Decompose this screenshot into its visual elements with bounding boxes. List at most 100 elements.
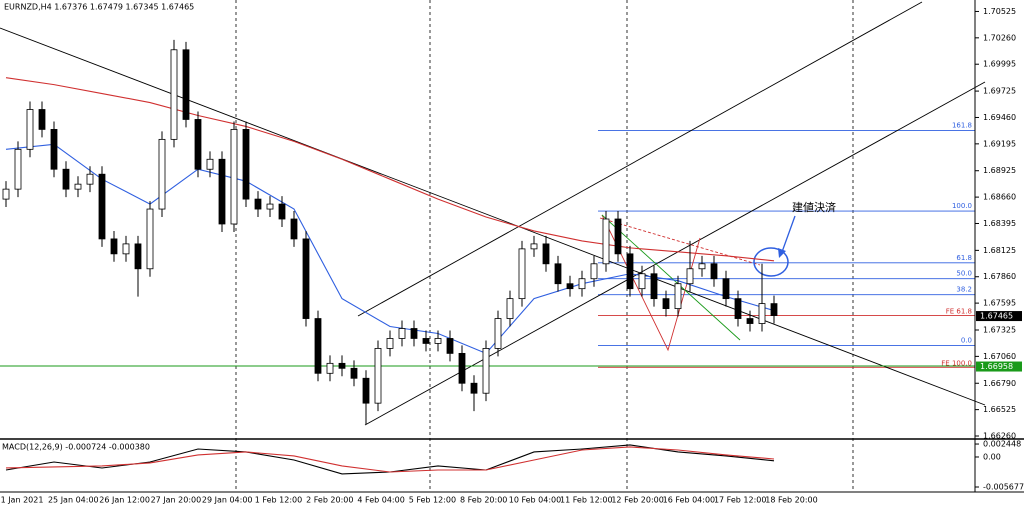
y-tick-label: 1.67860: [983, 272, 1016, 281]
candle-body: [638, 273, 646, 290]
candle-body: [710, 263, 718, 280]
indicator-line: [5, 143, 775, 355]
y-tick-label: 0.002448: [983, 440, 1021, 449]
x-tick-label: 16 Feb 04:00: [663, 496, 715, 505]
y-tick-label: 0.00: [983, 452, 1001, 461]
fe-label: FE 61.8: [946, 308, 972, 316]
candle-body: [614, 218, 622, 255]
fib-label: 38.2: [956, 286, 972, 294]
candle-body: [662, 298, 670, 309]
candle-body: [722, 278, 730, 300]
candle-body: [170, 49, 178, 140]
fib-line: [601, 214, 741, 341]
fe-label: FE 100.0: [941, 359, 972, 367]
x-tick-label: 17 Feb 12:00: [714, 496, 766, 505]
candle-body: [494, 318, 502, 349]
x-tick-label: 1 Feb 12:00: [255, 496, 302, 505]
candle-body: [542, 243, 550, 265]
x-tick-label: 27 Jan 20:00: [151, 496, 202, 505]
candle-body: [554, 263, 562, 285]
y-tick-label: 1.66260: [983, 432, 1016, 441]
arrow-head: [778, 248, 786, 258]
candle-body: [470, 382, 478, 394]
candle-body: [590, 263, 598, 280]
candle-body: [410, 328, 418, 339]
candle-body: [566, 283, 574, 290]
x-tick-label: 4 Feb 04:00: [357, 496, 404, 505]
highlight-circle: [753, 247, 789, 277]
candle-body: [374, 348, 382, 404]
y-tick-label: 1.66790: [983, 379, 1016, 388]
macd-title: MACD(12,26,9) -0.000724 -0.000380: [2, 443, 150, 452]
candle-body: [338, 362, 346, 369]
y-tick-label: 1.70260: [983, 33, 1016, 42]
candle-body: [446, 338, 454, 354]
candle-body: [398, 328, 406, 339]
candle-body: [650, 273, 658, 300]
candle-body: [602, 218, 610, 265]
price-marker-label: 1.67465: [980, 312, 1013, 321]
candle-body: [194, 119, 202, 170]
candle-body: [506, 298, 514, 319]
drawings: [598, 129, 975, 368]
candle-body: [254, 198, 262, 210]
candle-body: [746, 318, 754, 324]
y-tick-label: 1.69460: [983, 113, 1016, 122]
y-tick-label: 1.69725: [983, 87, 1016, 96]
fib-label: 100.0: [952, 202, 972, 210]
candle-body: [86, 173, 94, 185]
candle-body: [110, 238, 118, 255]
y-tick-label: 1.67595: [983, 299, 1016, 308]
fib-line: [599, 217, 761, 266]
fib-label: 0.0: [961, 336, 972, 344]
candle-body: [302, 238, 310, 319]
candle-body: [482, 348, 490, 394]
x-tick-label: 2 Feb 20:00: [306, 496, 353, 505]
x-tick-label: 8 Feb 20:00: [460, 496, 507, 505]
x-tick-label: 1 Jan 2021: [1, 496, 44, 505]
x-tick-label: 5 Feb 12:00: [409, 496, 456, 505]
candle-body: [770, 303, 778, 316]
fib-label: 161.8: [952, 121, 972, 129]
y-tick-label: 1.68395: [983, 219, 1016, 228]
annotation: 建値決済: [792, 200, 836, 214]
candle-body: [122, 243, 130, 255]
indicator-line: [5, 77, 775, 262]
candle-body: [758, 303, 766, 324]
candle-body: [350, 367, 358, 379]
candle-body: [98, 173, 106, 240]
candle-body: [362, 377, 370, 404]
trendlines: [0, 1, 986, 426]
price-marker: [976, 311, 1022, 322]
candle-body: [698, 263, 706, 270]
candle-body: [62, 168, 70, 190]
candle-body: [218, 158, 226, 225]
fib-label: 61.8: [956, 254, 972, 262]
x-tick-label: 25 Jan 04:00: [48, 496, 99, 505]
trendline: [0, 27, 986, 406]
candle-body: [674, 283, 682, 309]
candle-body: [578, 278, 586, 290]
candle-body: [314, 318, 322, 374]
y-tick-label: 1.69995: [983, 60, 1016, 69]
candle-body: [158, 138, 166, 210]
x-tick-label: 10 Feb 04:00: [509, 496, 561, 505]
candle-body: [14, 148, 22, 190]
channel-line: [357, 1, 923, 317]
candle-body: [530, 243, 538, 250]
candle-body: [458, 352, 466, 384]
x-tick-label: 12 Feb 20:00: [611, 496, 663, 505]
x-tick-label: 18 Feb 20:00: [765, 496, 817, 505]
candle-body: [278, 203, 286, 220]
y-tick-label: 1.68925: [983, 166, 1016, 175]
candle-body: [38, 109, 46, 130]
y-tick-label: 1.69195: [983, 139, 1016, 148]
candle-body: [146, 208, 154, 270]
candle-body: [326, 362, 334, 374]
candle-body: [206, 158, 214, 170]
y-tick-label: 1.70525: [983, 7, 1016, 16]
x-tick-label: 11 Feb 12:00: [560, 496, 612, 505]
